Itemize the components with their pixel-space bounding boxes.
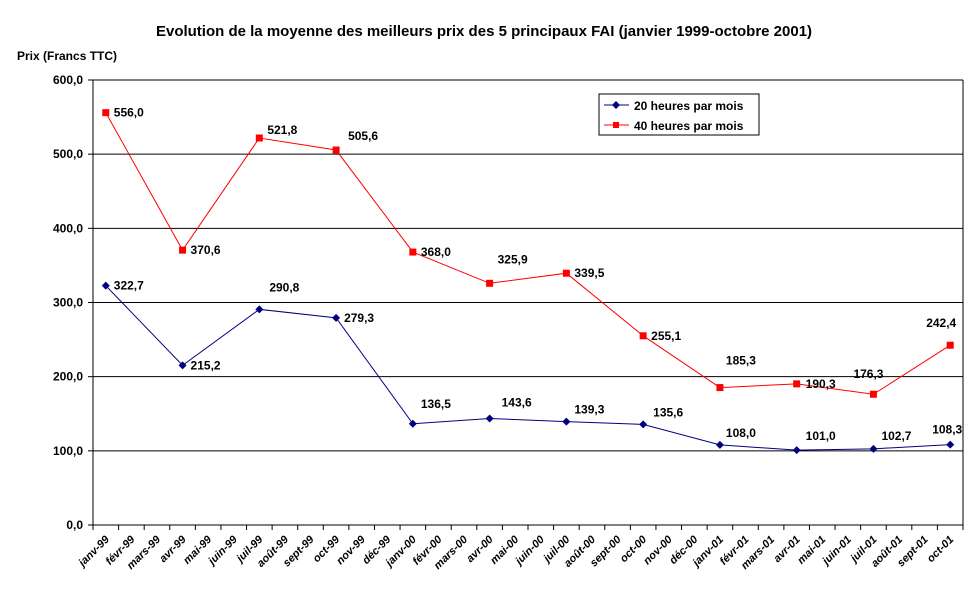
data-point-square <box>946 341 954 349</box>
data-label: 521,8 <box>267 123 297 137</box>
data-point-square <box>332 146 340 154</box>
data-point-square <box>179 246 187 254</box>
data-point-diamond <box>792 446 801 455</box>
chart-title: Evolution de la moyenne des meilleurs pr… <box>156 23 812 40</box>
data-point-square <box>793 380 801 388</box>
data-label: 136,5 <box>421 397 451 411</box>
legend-label-20h: 20 heures par mois <box>634 99 744 113</box>
y-tick-label: 0,0 <box>66 518 83 532</box>
data-label: 190,3 <box>806 377 836 391</box>
legend-diamond-icon <box>612 101 620 109</box>
gridlines <box>93 79 964 525</box>
data-point-diamond <box>869 444 878 453</box>
data-label: 370,6 <box>191 243 221 257</box>
data-label: 139,3 <box>574 403 604 417</box>
data-point-square <box>486 279 494 287</box>
data-point-square <box>409 248 417 256</box>
legend-box <box>598 93 760 136</box>
data-label: 368,0 <box>421 245 451 259</box>
axes: 0,0 100,0 200,0 300,0 400,0 500,0 600,0 janv-99… <box>53 73 964 572</box>
data-point-diamond <box>178 361 187 370</box>
data-label: 143,6 <box>502 395 532 409</box>
y-tick-label: 500,0 <box>53 147 83 161</box>
data-point-diamond <box>332 313 341 322</box>
data-label: 279,3 <box>344 311 374 325</box>
data-label: 215,2 <box>191 358 221 372</box>
legend-square-icon <box>613 122 619 128</box>
y-tick-label: 200,0 <box>53 370 83 384</box>
data-label: 102,7 <box>881 429 911 443</box>
data-label: 135,6 <box>653 405 683 419</box>
data-label: 556,0 <box>114 106 144 120</box>
y-tick-label: 300,0 <box>53 296 83 310</box>
data-label: 101,0 <box>806 429 836 443</box>
legend: 20 heures par mois 40 heures par mois <box>598 93 760 136</box>
data-label: 108,3 <box>932 423 962 437</box>
series-line-40h <box>105 112 951 395</box>
data-label: 108,0 <box>726 426 756 440</box>
y-axis-label: Prix (Francs TTC) <box>17 49 117 63</box>
data-label: 322,7 <box>114 279 144 293</box>
data-label: 242,4 <box>926 316 956 330</box>
data-point-square <box>639 332 647 340</box>
x-tick-label: oct-01 <box>925 534 956 565</box>
data-point-diamond <box>562 417 571 426</box>
data-point-square <box>255 134 263 142</box>
data-point-square <box>716 384 724 392</box>
data-label: 339,5 <box>574 266 604 280</box>
data-point-diamond <box>101 281 110 290</box>
y-tick-label: 600,0 <box>53 73 83 87</box>
data-point-diamond <box>639 420 648 429</box>
y-tick-label: 400,0 <box>53 221 83 235</box>
data-point-square <box>562 269 570 277</box>
data-label: 505,6 <box>348 129 378 143</box>
data-label: 290,8 <box>269 280 299 294</box>
series-group: 322,7 215,2 290,8 279,3 136,5 143,6 139,3 135,6… <box>101 106 963 455</box>
data-point-diamond <box>485 414 494 423</box>
legend-label-40h: 40 heures par mois <box>634 119 744 133</box>
data-point-diamond <box>408 419 417 428</box>
x-tick-label: janv-99 <box>75 533 112 570</box>
data-point-diamond <box>255 305 264 314</box>
data-label: 325,9 <box>498 252 528 266</box>
data-point-square <box>869 390 877 398</box>
data-label: 176,3 <box>853 367 883 381</box>
data-label: 255,1 <box>651 329 681 343</box>
data-point-diamond <box>715 440 724 449</box>
series-line-20h <box>105 285 951 451</box>
y-tick-label: 100,0 <box>53 444 83 458</box>
data-point-square <box>102 109 110 117</box>
data-label: 185,3 <box>726 354 756 368</box>
data-point-diamond <box>946 440 955 449</box>
